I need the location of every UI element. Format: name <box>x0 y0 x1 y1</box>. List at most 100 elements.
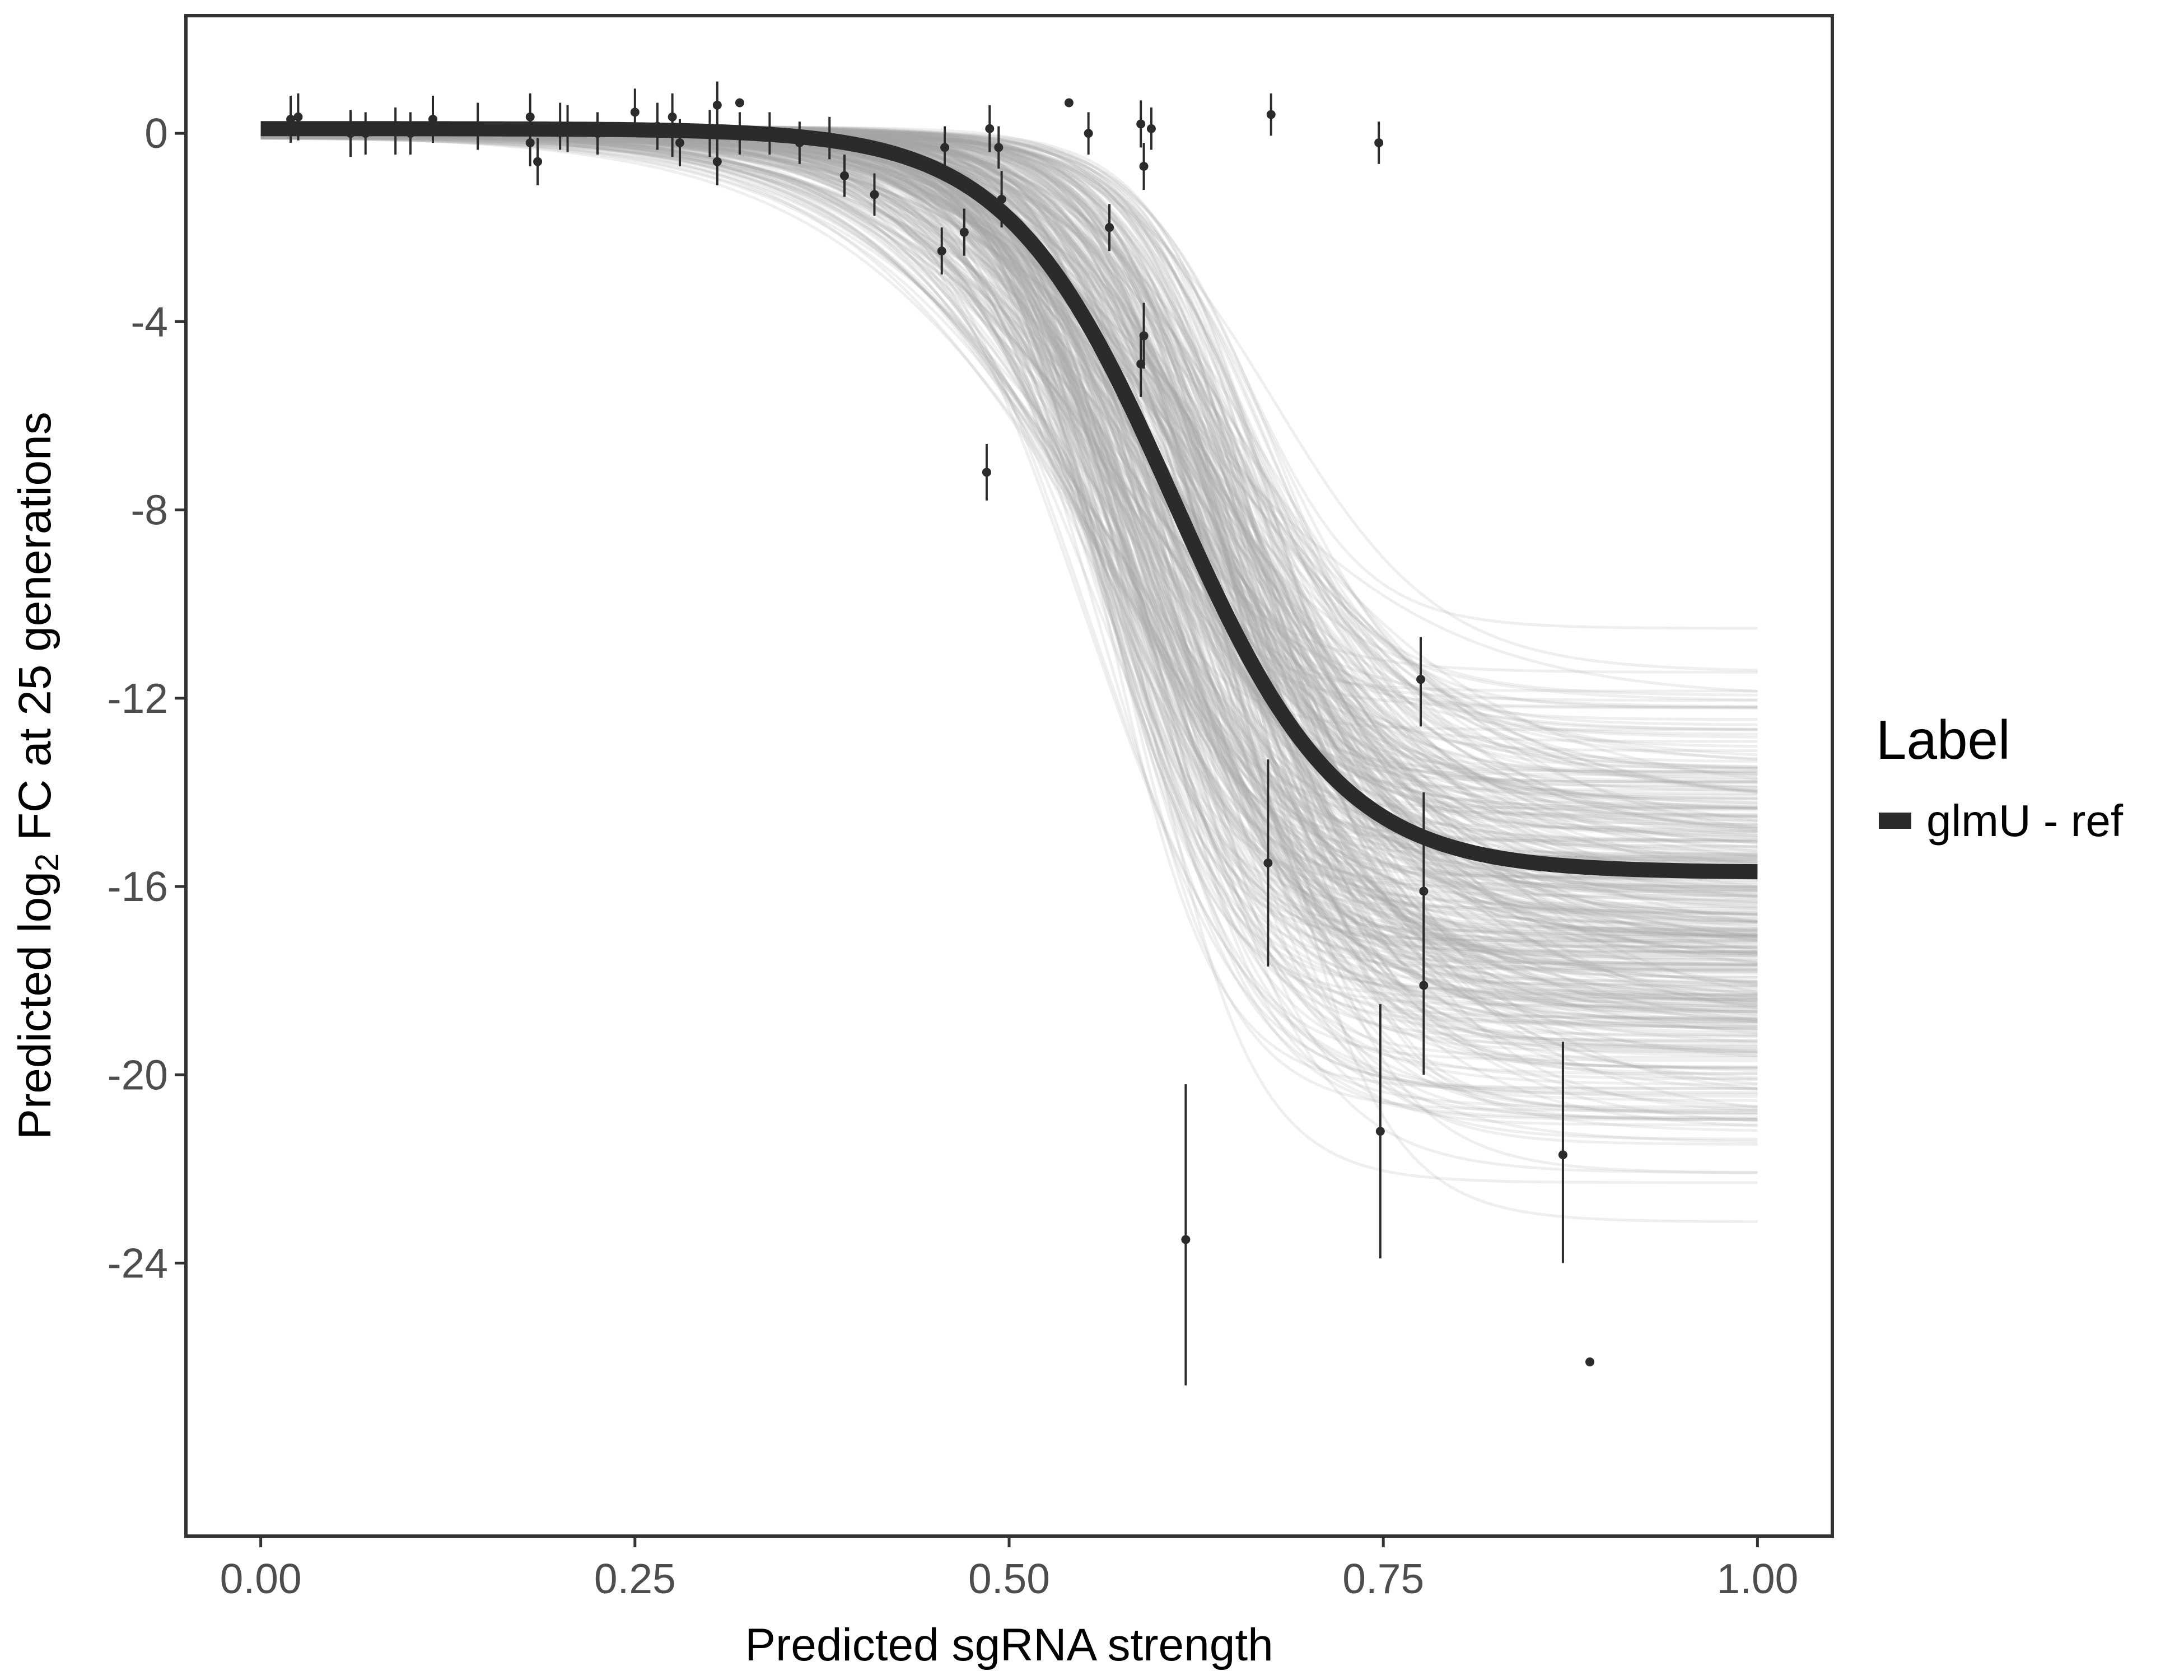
y-axis-title-prefix: Predicted log <box>10 871 60 1140</box>
data-point <box>1105 204 1114 251</box>
posterior-draw-line <box>260 136 1758 841</box>
posterior-draw-line <box>260 134 1758 962</box>
point-marker <box>428 114 437 124</box>
posterior-draw-line <box>260 137 1758 839</box>
posterior-draw-line <box>260 135 1758 1068</box>
point-marker <box>1416 675 1425 684</box>
posterior-draw-line <box>260 136 1758 943</box>
posterior-draw-line <box>260 130 1758 938</box>
observed-points <box>286 81 1595 1386</box>
posterior-draw-line <box>260 136 1758 1094</box>
point-marker <box>346 129 355 138</box>
x-tick-label: 1.00 <box>1716 1555 1798 1602</box>
point-marker <box>1139 331 1149 340</box>
posterior-draw-line <box>260 133 1758 794</box>
posterior-draw-line <box>260 134 1758 858</box>
data-point <box>556 102 565 150</box>
data-point <box>997 171 1006 228</box>
point-marker <box>563 124 572 133</box>
point-marker <box>840 171 849 180</box>
fitted-curve-layer <box>260 121 1758 880</box>
data-point <box>840 154 849 197</box>
point-marker <box>940 143 950 152</box>
point-marker <box>652 122 662 131</box>
posterior-draw-line <box>260 136 1758 979</box>
point-marker <box>556 122 565 131</box>
x-axis-title: Predicted sgRNA strength <box>745 1620 1273 1670</box>
point-marker <box>593 129 602 138</box>
data-point <box>361 112 370 155</box>
data-point <box>346 110 355 157</box>
point-marker <box>712 157 722 166</box>
point-marker <box>1375 1127 1385 1136</box>
point-marker <box>405 129 415 138</box>
point-marker <box>533 157 543 166</box>
data-point <box>712 138 722 185</box>
point-marker <box>1181 1235 1191 1244</box>
data-point <box>1585 1357 1595 1366</box>
data-point <box>473 102 483 150</box>
point-marker <box>735 129 744 138</box>
data-point <box>668 93 677 141</box>
data-point <box>712 81 722 129</box>
data-point <box>765 112 774 155</box>
posterior-draw-line <box>260 136 1758 924</box>
posterior-draw-line <box>260 136 1758 988</box>
point-marker <box>525 138 535 147</box>
data-point <box>1375 1004 1385 1259</box>
data-point <box>937 227 946 275</box>
legend-key-glmU-ref <box>1879 813 1911 829</box>
point-marker <box>1105 223 1114 232</box>
y-tick-label: -16 <box>108 863 168 910</box>
posterior-draw-line <box>260 133 1758 1043</box>
posterior-draw-line <box>260 136 1758 1021</box>
point-marker <box>959 227 969 237</box>
posterior-draw-line <box>260 136 1758 792</box>
point-marker <box>705 129 715 138</box>
posterior-draw-line <box>260 132 1758 988</box>
point-marker <box>1136 119 1146 129</box>
point-marker <box>525 112 535 122</box>
data-point <box>1064 98 1074 108</box>
point-marker <box>293 112 303 122</box>
data-point <box>1558 1042 1567 1263</box>
point-marker <box>630 108 640 117</box>
posterior-draw-line <box>260 133 1758 872</box>
data-point <box>994 126 1004 169</box>
posterior-draw-line <box>260 136 1758 1007</box>
posterior-draw-line <box>260 136 1758 1096</box>
data-point <box>1139 302 1149 369</box>
point-marker <box>1419 886 1429 896</box>
data-point <box>652 102 662 150</box>
posterior-draw-line <box>260 134 1758 898</box>
data-point <box>533 138 543 185</box>
main-curve-glmU-ref <box>260 121 1758 880</box>
posterior-draw-line <box>260 134 1758 827</box>
posterior-draw-line <box>260 135 1758 1079</box>
data-point <box>1263 759 1273 967</box>
posterior-draw-line <box>260 133 1758 1053</box>
data-point <box>293 93 303 141</box>
posterior-draw-line <box>260 135 1758 986</box>
data-point <box>982 444 991 501</box>
posterior-draw-line <box>260 136 1758 773</box>
posterior-draw-line <box>260 132 1758 897</box>
data-point <box>1416 637 1425 727</box>
posterior-draw-line <box>260 135 1758 1009</box>
point-marker <box>361 129 370 138</box>
data-point <box>405 112 415 155</box>
data-point <box>1419 895 1429 1075</box>
posterior-draw-line <box>260 136 1758 970</box>
posterior-draw-line <box>260 136 1758 892</box>
posterior-draw-line <box>260 133 1758 793</box>
point-marker <box>795 138 804 147</box>
y-tick-label: -24 <box>108 1239 168 1286</box>
data-point <box>525 119 535 166</box>
point-marker <box>1263 858 1273 868</box>
data-point <box>1374 122 1384 164</box>
point-marker <box>1419 981 1429 990</box>
posterior-draw-line <box>260 136 1758 674</box>
data-point <box>675 119 684 166</box>
point-marker <box>1146 124 1156 133</box>
